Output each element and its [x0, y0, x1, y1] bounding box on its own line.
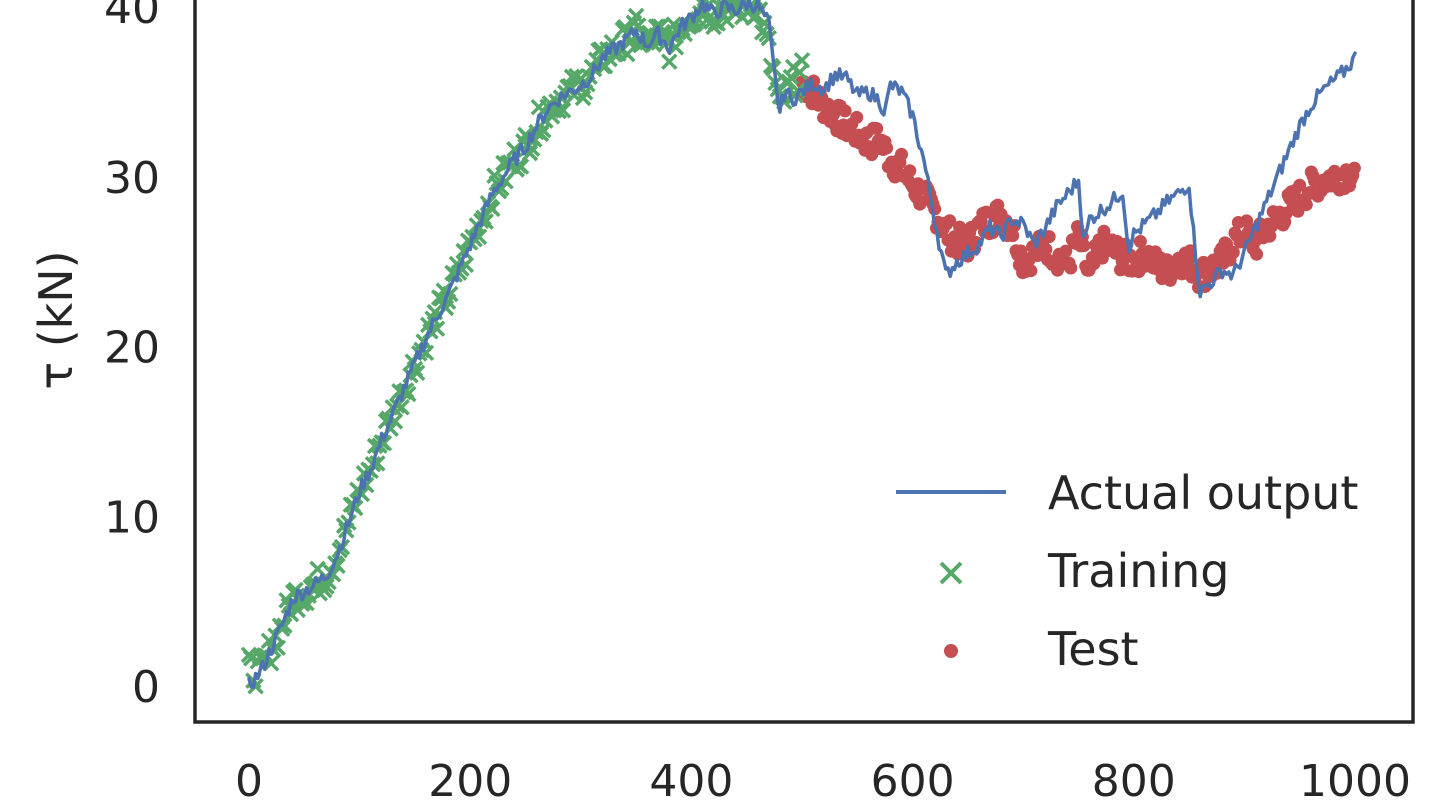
training-point — [276, 617, 293, 634]
y-tick-label: 40 — [104, 0, 160, 34]
x-tick-labels: 0 200 400 600 800 1000 — [235, 756, 1411, 807]
legend: Actual output Training Test — [896, 466, 1358, 676]
test-point — [1059, 244, 1073, 258]
actual-output-line — [247, 0, 1357, 690]
test-point — [895, 147, 908, 161]
plot-area — [240, 0, 1361, 695]
training-point — [661, 53, 678, 70]
test-point — [880, 141, 894, 155]
training-point — [760, 29, 778, 47]
test-point — [1293, 178, 1307, 192]
x-tick-label: 600 — [871, 756, 955, 807]
y-axis-label: τ (kN) — [29, 250, 83, 389]
test-point — [1226, 245, 1240, 259]
y-tick-label: 10 — [104, 492, 160, 543]
test-point — [1299, 198, 1313, 212]
legend-actual-label: Actual output — [1048, 466, 1358, 520]
training-series — [240, 0, 811, 695]
x-tick-label: 800 — [1092, 756, 1176, 807]
x-tick-label: 0 — [235, 756, 263, 807]
test-point — [1042, 230, 1056, 244]
test-point — [903, 164, 917, 178]
y-tick-labels: 0 10 20 30 40 — [104, 0, 160, 713]
y-tick-label: 0 — [132, 662, 160, 713]
y-tick-label: 20 — [104, 323, 160, 374]
legend-training-label: Training — [1047, 544, 1230, 598]
y-tick-label: 30 — [104, 153, 160, 204]
training-point — [550, 102, 567, 120]
legend-test-marker — [944, 644, 958, 658]
test-point — [1024, 264, 1038, 278]
x-tick-label: 200 — [428, 756, 512, 807]
test-point — [914, 195, 928, 209]
training-point — [791, 64, 809, 81]
test-point — [1263, 229, 1277, 243]
test-point — [1097, 224, 1111, 238]
legend-test-label: Test — [1047, 622, 1139, 676]
test-point — [1006, 229, 1020, 243]
x-tick-label: 1000 — [1299, 756, 1411, 807]
x-tick-label: 400 — [649, 756, 733, 807]
test-point — [943, 214, 957, 228]
test-point — [1077, 239, 1091, 253]
legend-training-marker — [939, 561, 963, 585]
legend-x-mark — [939, 561, 963, 585]
test-point — [1250, 247, 1264, 261]
test-point — [1064, 261, 1078, 275]
test-point — [850, 110, 864, 124]
test-point — [838, 104, 852, 118]
plot-frame — [193, 0, 1415, 724]
test-point — [1039, 243, 1053, 256]
test-point — [870, 122, 884, 135]
test-point — [1133, 235, 1147, 248]
test-point — [1347, 161, 1361, 175]
training-point — [793, 52, 811, 69]
